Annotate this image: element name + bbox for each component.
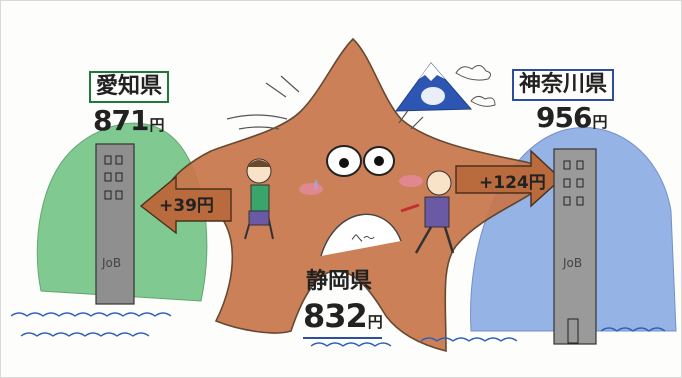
aichi-diff-value: +39円 <box>159 196 214 216</box>
kanagawa-wage-value: 956 <box>536 101 592 134</box>
shizuoka-wage-value: 832 <box>303 297 368 335</box>
mt-fuji-snowcap <box>419 63 445 81</box>
kanagawa-diff-value: +124円 <box>479 173 546 193</box>
cloud-icon <box>470 95 496 107</box>
sound-effect: へ～ <box>351 231 376 245</box>
shizuoka-wage-yen: 円 <box>367 313 383 331</box>
kanagawa-name: 神奈川県 <box>519 72 608 97</box>
arrow-to-kanagawa <box>455 149 563 208</box>
aichi-wage: 871円 <box>93 104 164 140</box>
star-mouth <box>320 213 402 257</box>
kanagawa-building <box>553 148 597 345</box>
water-waves <box>10 312 666 347</box>
mt-fuji-face <box>421 87 445 105</box>
shizuoka-name-box: 静岡県 <box>299 266 379 298</box>
kanagawa-name-box: 神奈川県 <box>512 69 615 101</box>
shizuoka-star-character <box>164 37 544 353</box>
kanagawa-job-sign: JoB <box>563 256 583 270</box>
shizuoka-name: 静岡県 <box>306 269 373 294</box>
kanagawa-wage-yen: 円 <box>592 113 607 131</box>
cloud-icon <box>455 65 492 81</box>
arrow-to-aichi <box>139 175 232 235</box>
star-left-pupil <box>339 158 349 168</box>
aichi-building-windows <box>104 155 123 200</box>
aichi-building <box>95 143 135 305</box>
motion-lines <box>226 75 424 130</box>
mt-fuji <box>394 62 473 112</box>
aichi-name-box: 愛知県 <box>89 71 170 103</box>
star-right-pupil <box>374 156 384 166</box>
star-blush <box>299 183 323 195</box>
kanagawa-building-windows <box>563 160 584 344</box>
aichi-diff: +39円 <box>159 196 214 216</box>
aichi-wage-yen: 円 <box>149 116 164 134</box>
girl-figure <box>244 158 274 240</box>
shizuoka-wage: 832円 <box>303 300 383 339</box>
aichi-name: 愛知県 <box>96 74 163 99</box>
aichi-job-sign: JoB <box>102 256 122 270</box>
star-blush <box>399 175 423 187</box>
aichi-wage-value: 871 <box>93 104 149 137</box>
kanagawa-diff: +124円 <box>479 173 546 193</box>
kanagawa-wage: 956円 <box>536 101 607 137</box>
man-figure <box>400 170 455 254</box>
